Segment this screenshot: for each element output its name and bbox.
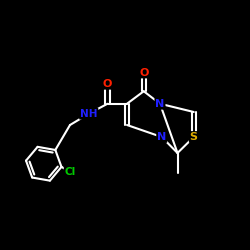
Text: O: O bbox=[103, 79, 112, 89]
Text: NH: NH bbox=[80, 109, 98, 119]
Text: S: S bbox=[190, 132, 198, 142]
Text: O: O bbox=[139, 68, 148, 78]
Text: Cl: Cl bbox=[64, 167, 76, 177]
Text: N: N bbox=[156, 99, 164, 109]
Text: N: N bbox=[157, 132, 166, 142]
